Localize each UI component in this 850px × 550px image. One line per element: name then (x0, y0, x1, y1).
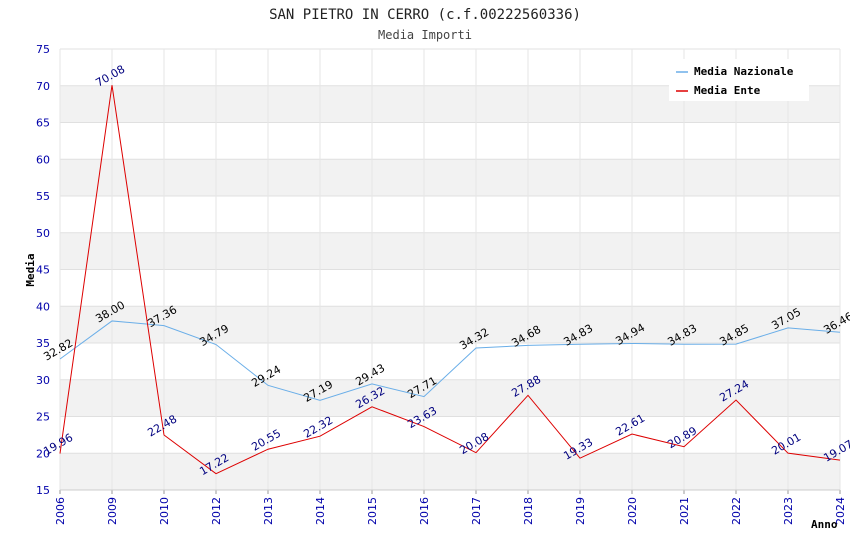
grid-bands (60, 49, 840, 490)
x-axis-label: Anno (811, 518, 838, 531)
y-tick-label: 75 (36, 43, 50, 56)
x-tick-label: 2021 (678, 497, 691, 525)
grid-band (60, 343, 840, 380)
y-tick-label: 50 (36, 227, 50, 240)
legend-label-media-nazionale: Media Nazionale (694, 65, 794, 78)
x-tick-label: 2018 (522, 497, 535, 525)
x-tick-label: 2023 (782, 497, 795, 525)
y-tick-label: 45 (36, 264, 50, 277)
x-axis-ticks: 2006 2009 2010 2012 2013 2014 2015 2016 2017 2018… (54, 490, 847, 525)
x-tick-label: 2013 (262, 497, 275, 525)
y-tick-label: 70 (36, 80, 50, 93)
series-lines (59, 85, 841, 475)
grid-band (60, 379, 840, 417)
legend: Media Nazionale Media Ente (669, 59, 809, 101)
chart-subtitle: Media Importi (378, 28, 472, 42)
x-tick-label: 2020 (626, 497, 639, 525)
y-tick-label: 20 (36, 447, 50, 460)
x-tick-label: 2012 (210, 497, 223, 525)
y-tick-label: 15 (36, 484, 50, 497)
series-line-media-ente (59, 85, 841, 475)
x-tick-label: 2016 (418, 497, 431, 525)
x-tick-label: 2017 (470, 497, 483, 525)
x-tick-label: 2010 (158, 497, 171, 525)
grid-band (60, 416, 840, 454)
x-tick-label: 2022 (730, 497, 743, 525)
grid-band (60, 306, 840, 343)
legend-box (669, 59, 809, 101)
y-tick-label: 60 (36, 153, 50, 166)
x-tick-label: 2015 (366, 497, 379, 525)
series-line-media-nazionale (59, 320, 841, 401)
x-tick-label: 2024 (834, 497, 847, 525)
grid-band (60, 196, 840, 233)
x-tick-label: 2009 (106, 497, 119, 525)
x-tick-label: 2006 (54, 497, 67, 525)
grid-lines (59, 48, 841, 491)
y-tick-label: 40 (36, 300, 50, 313)
grid-band (60, 232, 840, 270)
y-tick-label: 25 (36, 411, 50, 424)
grid-band (60, 269, 840, 307)
y-tick-label: 35 (36, 337, 50, 350)
grid-band (60, 453, 840, 490)
grid-band (60, 122, 840, 160)
y-tick-label: 65 (36, 117, 50, 130)
x-tick-label: 2019 (574, 497, 587, 525)
legend-label-media-ente: Media Ente (694, 84, 761, 97)
grid-band (60, 159, 840, 196)
y-tick-label: 55 (36, 190, 50, 203)
y-axis-ticks: 15 20 25 30 35 40 45 50 55 60 65 70 75 (36, 43, 50, 497)
chart-title: SAN PIETRO IN CERRO (c.f.00222560336) (269, 7, 581, 23)
y-tick-label: 30 (36, 374, 50, 387)
x-tick-label: 2014 (314, 497, 327, 525)
y-axis-label: Media (24, 253, 37, 286)
